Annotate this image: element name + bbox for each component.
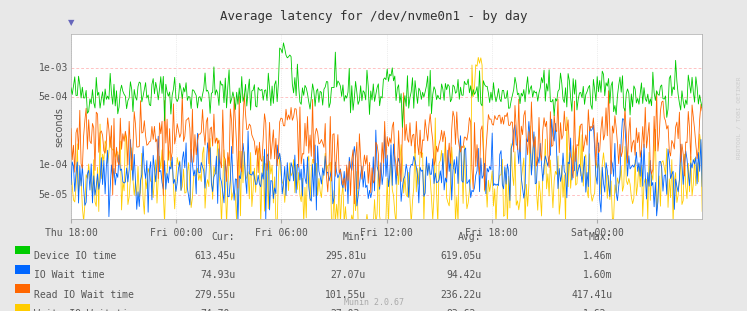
Text: Avg:: Avg: xyxy=(459,232,482,242)
Text: 94.42u: 94.42u xyxy=(447,270,482,280)
Text: RRDTOOL / TOBI OETIKER: RRDTOOL / TOBI OETIKER xyxy=(737,77,742,160)
Text: 93.62u: 93.62u xyxy=(447,309,482,311)
Text: Min:: Min: xyxy=(343,232,366,242)
Text: 295.81u: 295.81u xyxy=(325,251,366,261)
Text: 1.60m: 1.60m xyxy=(583,270,613,280)
Text: IO Wait time: IO Wait time xyxy=(34,270,105,280)
Text: Munin 2.0.67: Munin 2.0.67 xyxy=(344,298,403,307)
Text: 27.03u: 27.03u xyxy=(331,309,366,311)
Text: ▼: ▼ xyxy=(68,18,74,27)
Text: Read IO Wait time: Read IO Wait time xyxy=(34,290,134,299)
Text: 236.22u: 236.22u xyxy=(441,290,482,299)
Text: 5e-05: 5e-05 xyxy=(38,190,68,200)
Text: Average latency for /dev/nvme0n1 - by day: Average latency for /dev/nvme0n1 - by da… xyxy=(220,10,527,23)
Text: 74.70u: 74.70u xyxy=(200,309,235,311)
Text: Write IO Wait time: Write IO Wait time xyxy=(34,309,140,311)
Text: 1.46m: 1.46m xyxy=(583,251,613,261)
Text: 1.62m: 1.62m xyxy=(583,309,613,311)
Text: Max:: Max: xyxy=(589,232,613,242)
Text: 5e-04: 5e-04 xyxy=(38,92,68,102)
Text: 619.05u: 619.05u xyxy=(441,251,482,261)
Text: 613.45u: 613.45u xyxy=(194,251,235,261)
Y-axis label: seconds: seconds xyxy=(55,107,65,147)
Text: 1e-03: 1e-03 xyxy=(38,63,68,73)
Text: 74.93u: 74.93u xyxy=(200,270,235,280)
Text: 279.55u: 279.55u xyxy=(194,290,235,299)
Text: 1e-04: 1e-04 xyxy=(38,160,68,170)
Text: 27.07u: 27.07u xyxy=(331,270,366,280)
Text: Device IO time: Device IO time xyxy=(34,251,117,261)
Text: 417.41u: 417.41u xyxy=(571,290,613,299)
Text: 101.55u: 101.55u xyxy=(325,290,366,299)
Text: Cur:: Cur: xyxy=(212,232,235,242)
